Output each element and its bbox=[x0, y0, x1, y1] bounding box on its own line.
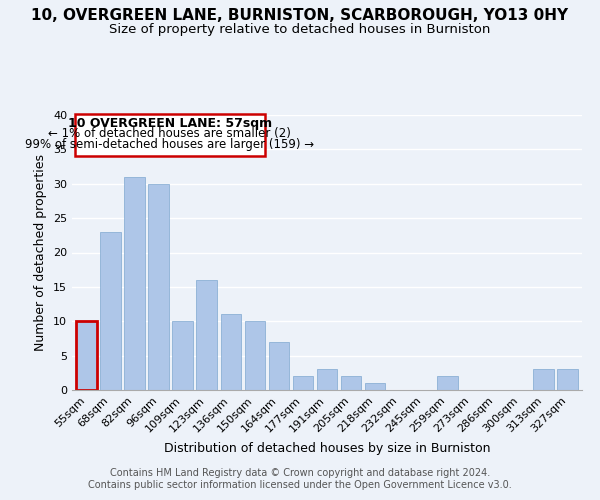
Bar bbox=[76, 322, 97, 390]
Text: Contains HM Land Registry data © Crown copyright and database right 2024.: Contains HM Land Registry data © Crown c… bbox=[110, 468, 490, 477]
Text: ← 1% of detached houses are smaller (2): ← 1% of detached houses are smaller (2) bbox=[49, 128, 292, 140]
Text: 99% of semi-detached houses are larger (159) →: 99% of semi-detached houses are larger (… bbox=[25, 138, 314, 150]
Bar bbox=[533, 370, 554, 390]
Bar bbox=[196, 280, 217, 390]
Text: 10, OVERGREEN LANE, BURNISTON, SCARBOROUGH, YO13 0HY: 10, OVERGREEN LANE, BURNISTON, SCARBOROU… bbox=[31, 8, 569, 22]
X-axis label: Distribution of detached houses by size in Burniston: Distribution of detached houses by size … bbox=[164, 442, 490, 455]
FancyBboxPatch shape bbox=[75, 114, 265, 156]
Bar bbox=[341, 376, 361, 390]
Text: Contains public sector information licensed under the Open Government Licence v3: Contains public sector information licen… bbox=[88, 480, 512, 490]
Bar bbox=[557, 370, 578, 390]
Y-axis label: Number of detached properties: Number of detached properties bbox=[34, 154, 47, 351]
Bar bbox=[221, 314, 241, 390]
Bar bbox=[148, 184, 169, 390]
Bar bbox=[245, 322, 265, 390]
Bar bbox=[437, 376, 458, 390]
Bar bbox=[317, 370, 337, 390]
Bar bbox=[124, 177, 145, 390]
Bar bbox=[100, 232, 121, 390]
Text: 10 OVERGREEN LANE: 57sqm: 10 OVERGREEN LANE: 57sqm bbox=[68, 117, 272, 130]
Text: Size of property relative to detached houses in Burniston: Size of property relative to detached ho… bbox=[109, 22, 491, 36]
Bar bbox=[365, 383, 385, 390]
Bar bbox=[293, 376, 313, 390]
Bar bbox=[269, 342, 289, 390]
Bar bbox=[172, 322, 193, 390]
